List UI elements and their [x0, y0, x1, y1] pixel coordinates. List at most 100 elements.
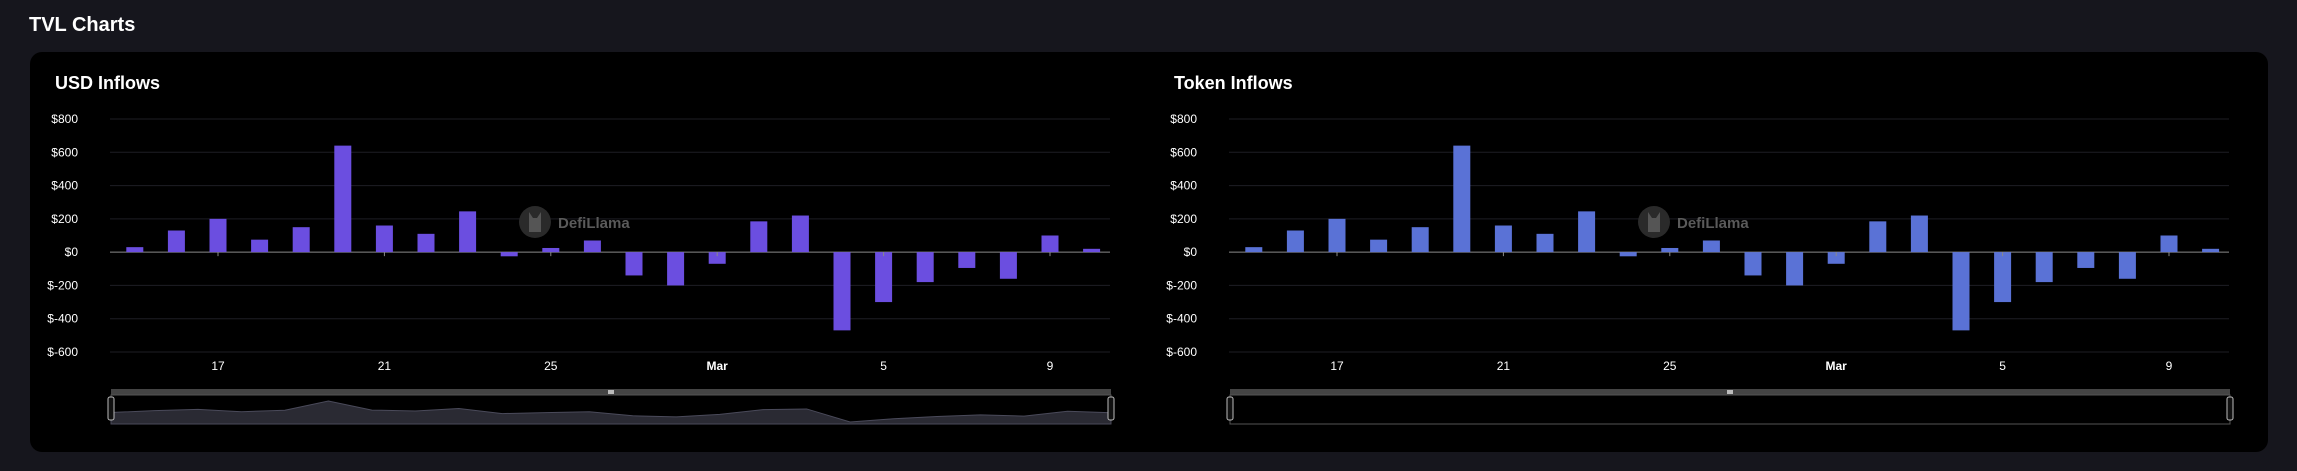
- token-watermark-text: DefiLlama: [1677, 215, 1749, 232]
- usd-bar[interactable]: [1041, 235, 1059, 253]
- token-bar[interactable]: [1910, 215, 1928, 253]
- usd-slider-handle-left[interactable]: [107, 396, 115, 421]
- usd-bar[interactable]: [999, 252, 1017, 279]
- usd-x-tick-label: 21: [378, 359, 392, 373]
- usd-bar[interactable]: [750, 221, 768, 253]
- token-bar[interactable]: [1286, 230, 1304, 253]
- usd-bar[interactable]: [334, 145, 352, 253]
- token-inflows-chart: $800 $600 $400 $200 $0 $-200 $-400 $-600 DefiLla…: [1149, 52, 2268, 452]
- token-bar[interactable]: [1578, 211, 1596, 253]
- token-inflows-title: Token Inflows: [1174, 73, 1293, 93]
- token-y-tick-label: $-400: [1166, 312, 1197, 326]
- token-y-tick-label: $600: [1170, 145, 1197, 159]
- usd-zoom-slider[interactable]: [107, 389, 1115, 425]
- usd-slider-grip-icon[interactable]: [608, 390, 614, 394]
- usd-bar[interactable]: [667, 252, 685, 286]
- usd-bar[interactable]: [1083, 248, 1101, 253]
- usd-bar[interactable]: [958, 252, 976, 268]
- token-bar[interactable]: [1494, 225, 1512, 253]
- usd-slider-handle-right[interactable]: [1107, 396, 1115, 421]
- usd-bar[interactable]: [417, 233, 435, 253]
- usd-bar[interactable]: [583, 240, 601, 253]
- token-x-tick-label: 9: [2166, 359, 2173, 373]
- usd-y-tick-label: $400: [51, 179, 78, 193]
- usd-bar[interactable]: [833, 252, 851, 331]
- token-bar[interactable]: [1619, 252, 1637, 257]
- token-x-tick-label: 17: [1330, 359, 1344, 373]
- token-x-tick-label: Mar: [1826, 359, 1848, 373]
- token-slider-track[interactable]: [1229, 394, 2231, 425]
- token-bar[interactable]: [1661, 247, 1679, 253]
- token-bar[interactable]: [1994, 252, 2012, 303]
- token-watermark: DefiLlama: [1638, 206, 1749, 238]
- token-bar[interactable]: [1702, 240, 1720, 253]
- token-bar[interactable]: [1411, 227, 1429, 253]
- llama-head-icon: [529, 212, 541, 232]
- usd-bar[interactable]: [625, 252, 643, 276]
- usd-watermark-text: DefiLlama: [558, 215, 630, 232]
- token-slider-handle-left[interactable]: [1226, 396, 1234, 421]
- usd-watermark: DefiLlama: [519, 206, 630, 238]
- token-bar[interactable]: [1952, 252, 1970, 331]
- token-bar[interactable]: [1827, 252, 1845, 264]
- token-x-tick-label: 25: [1663, 359, 1677, 373]
- token-y-tick-label: $400: [1170, 179, 1197, 193]
- token-y-tick-label: $800: [1170, 112, 1197, 126]
- token-x-tick-label: 5: [1999, 359, 2006, 373]
- usd-y-tick-label: $-600: [47, 345, 78, 359]
- token-bar[interactable]: [1536, 233, 1554, 253]
- usd-y-tick-label: $0: [65, 245, 79, 259]
- tvl-charts-panel: $800 $600 $400 $200 $0 $-200 $-400 $-600 DefiLla…: [30, 52, 2268, 452]
- usd-inflows-svg: $800 $600 $400 $200 $0 $-200 $-400 $-600 DefiLla…: [47, 112, 1115, 425]
- usd-bar[interactable]: [375, 225, 393, 253]
- token-bar[interactable]: [1453, 145, 1471, 253]
- token-y-tick-label: $-200: [1166, 278, 1197, 292]
- usd-bar[interactable]: [251, 239, 269, 253]
- token-bar[interactable]: [2202, 248, 2220, 253]
- token-bar[interactable]: [1245, 247, 1263, 253]
- usd-y-tick-label: $800: [51, 112, 78, 126]
- usd-x-tick-label: Mar: [707, 359, 729, 373]
- token-slider-handle-right[interactable]: [2226, 396, 2234, 421]
- usd-bar[interactable]: [791, 215, 809, 253]
- usd-bar[interactable]: [708, 252, 726, 264]
- usd-bar[interactable]: [126, 247, 144, 253]
- token-y-tick-label: $0: [1184, 245, 1198, 259]
- usd-bar[interactable]: [875, 252, 893, 303]
- usd-bar[interactable]: [500, 252, 518, 257]
- token-bar[interactable]: [1786, 252, 1804, 286]
- section-title: TVL Charts: [29, 14, 136, 36]
- token-slider-grip-icon[interactable]: [1727, 390, 1733, 394]
- token-bar[interactable]: [2077, 252, 2095, 268]
- token-bar[interactable]: [2160, 235, 2178, 253]
- usd-x-tick-label: 9: [1047, 359, 1054, 373]
- usd-bar[interactable]: [916, 252, 934, 283]
- usd-x-tick-label: 25: [544, 359, 558, 373]
- token-bar[interactable]: [1744, 252, 1762, 276]
- token-bar[interactable]: [2035, 252, 2053, 283]
- token-zoom-slider[interactable]: [1226, 389, 2234, 425]
- usd-bar[interactable]: [167, 230, 185, 253]
- token-y-tick-label: $200: [1170, 212, 1197, 226]
- usd-y-tick-label: $600: [51, 145, 78, 159]
- token-inflows-svg: $800 $600 $400 $200 $0 $-200 $-400 $-600 DefiLla…: [1166, 112, 2234, 425]
- usd-inflows-title: USD Inflows: [55, 73, 161, 93]
- token-bar[interactable]: [2118, 252, 2136, 279]
- usd-bar[interactable]: [209, 218, 227, 253]
- usd-inflows-chart: $800 $600 $400 $200 $0 $-200 $-400 $-600 DefiLla…: [30, 52, 1149, 452]
- token-y-tick-label: $-600: [1166, 345, 1197, 359]
- usd-x-tick-label: 17: [211, 359, 225, 373]
- token-bar[interactable]: [1370, 239, 1388, 253]
- usd-bar[interactable]: [459, 211, 477, 253]
- usd-bar[interactable]: [292, 227, 310, 253]
- usd-y-tick-label: $200: [51, 212, 78, 226]
- usd-x-tick-label: 5: [880, 359, 887, 373]
- usd-y-tick-label: $-400: [47, 312, 78, 326]
- usd-y-tick-label: $-200: [47, 278, 78, 292]
- usd-slider-preview: [110, 400, 1112, 425]
- token-x-tick-label: 21: [1497, 359, 1511, 373]
- token-bar[interactable]: [1328, 218, 1346, 253]
- llama-head-icon: [1648, 212, 1660, 232]
- token-bar[interactable]: [1869, 221, 1887, 253]
- usd-bar[interactable]: [542, 247, 560, 253]
